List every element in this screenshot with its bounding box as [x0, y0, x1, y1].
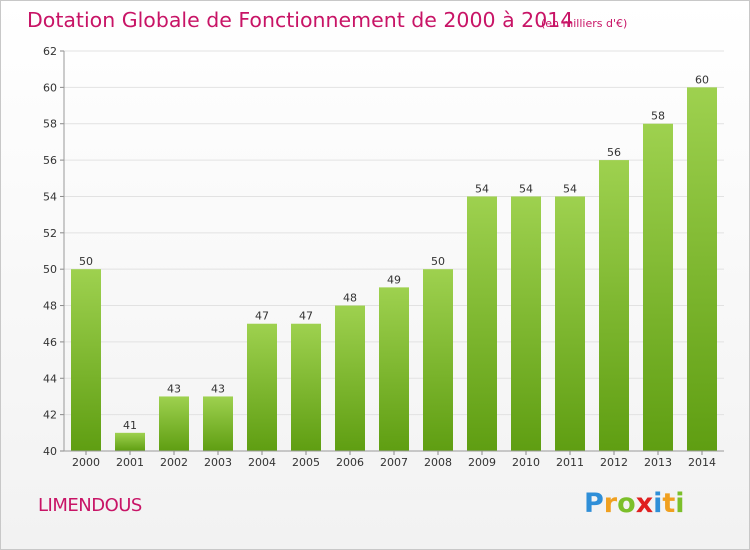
labels: 40 42 44 46 48 50 52 54 56 58 60 62 50 2000 41 2001 43 20…: [43, 45, 716, 469]
bar-2013: [643, 123, 673, 452]
bars: [71, 87, 717, 452]
y-tick-label: 62: [43, 45, 57, 58]
logo-letter: t: [662, 488, 676, 519]
bar-2006: [335, 305, 365, 451]
data-label-2013: 58: [651, 110, 665, 123]
data-label-2012: 56: [607, 146, 621, 159]
y-tick-label: 40: [43, 445, 57, 458]
data-label-2000: 50: [79, 255, 93, 268]
bar-2001: [115, 432, 145, 451]
logo-letter: x: [635, 488, 654, 519]
y-tick-label: 50: [43, 263, 57, 276]
y-tick-label: 42: [43, 409, 57, 422]
data-label-2001: 41: [123, 419, 137, 432]
logo-letter: i: [653, 488, 663, 519]
x-tick-label-2008: 2008: [424, 456, 452, 469]
bar-2012: [599, 160, 629, 451]
x-tick-label-2002: 2002: [160, 456, 188, 469]
y-tick-label: 60: [43, 81, 57, 94]
proxiti-logo: Proxiti: [584, 488, 685, 519]
logo-letter: i: [675, 488, 685, 519]
x-tick-label-2013: 2013: [644, 456, 672, 469]
bar-2008: [423, 269, 453, 451]
bar-2004: [247, 323, 277, 451]
bar-2005: [291, 323, 321, 451]
y-tick-label: 46: [43, 336, 57, 349]
bar-2009: [467, 196, 497, 451]
x-tick-label-2005: 2005: [292, 456, 320, 469]
y-tick-label: 52: [43, 227, 57, 240]
data-label-2005: 47: [299, 310, 313, 323]
data-label-2014: 60: [695, 73, 709, 86]
logo-letter: P: [584, 488, 604, 519]
data-label-2006: 48: [343, 292, 357, 305]
data-label-2010: 54: [519, 182, 533, 195]
y-tick-label: 56: [43, 154, 57, 167]
bar-2011: [555, 196, 585, 451]
x-tick-label-2009: 2009: [468, 456, 496, 469]
bar-2003: [203, 396, 233, 451]
logo-letter: r: [603, 488, 618, 519]
bar-2007: [379, 287, 409, 451]
data-label-2004: 47: [255, 310, 269, 323]
x-tick-label-2012: 2012: [600, 456, 628, 469]
data-label-2003: 43: [211, 382, 225, 395]
logo-letter: o: [617, 488, 636, 519]
x-tick-label-2004: 2004: [248, 456, 276, 469]
bar-2014: [687, 87, 717, 451]
data-label-2007: 49: [387, 273, 401, 286]
y-tick-label: 44: [43, 372, 57, 385]
x-tick-label-2006: 2006: [336, 456, 364, 469]
x-tick-label-2011: 2011: [556, 456, 584, 469]
data-label-2008: 50: [431, 255, 445, 268]
data-label-2011: 54: [563, 182, 577, 195]
y-tick-label: 54: [43, 190, 57, 203]
chart-title: Dotation Globale de Fonctionnement de 20…: [27, 8, 574, 32]
commune-name: LIMENDOUS: [38, 495, 142, 516]
unit-note: (en milliers d'€): [541, 17, 628, 30]
x-tick-label-2000: 2000: [72, 456, 100, 469]
data-label-2009: 54: [475, 182, 489, 195]
x-tick-label-2003: 2003: [204, 456, 232, 469]
y-tick-label: 58: [43, 118, 57, 131]
x-tick-label-2001: 2001: [116, 456, 144, 469]
bar-2002: [159, 396, 189, 451]
bar-2010: [511, 196, 541, 451]
x-tick-label-2010: 2010: [512, 456, 540, 469]
x-tick-label-2007: 2007: [380, 456, 408, 469]
bar-2000: [71, 269, 101, 451]
y-tick-label: 48: [43, 300, 57, 313]
x-tick-label-2014: 2014: [688, 456, 716, 469]
data-label-2002: 43: [167, 382, 181, 395]
axes: [60, 50, 724, 455]
